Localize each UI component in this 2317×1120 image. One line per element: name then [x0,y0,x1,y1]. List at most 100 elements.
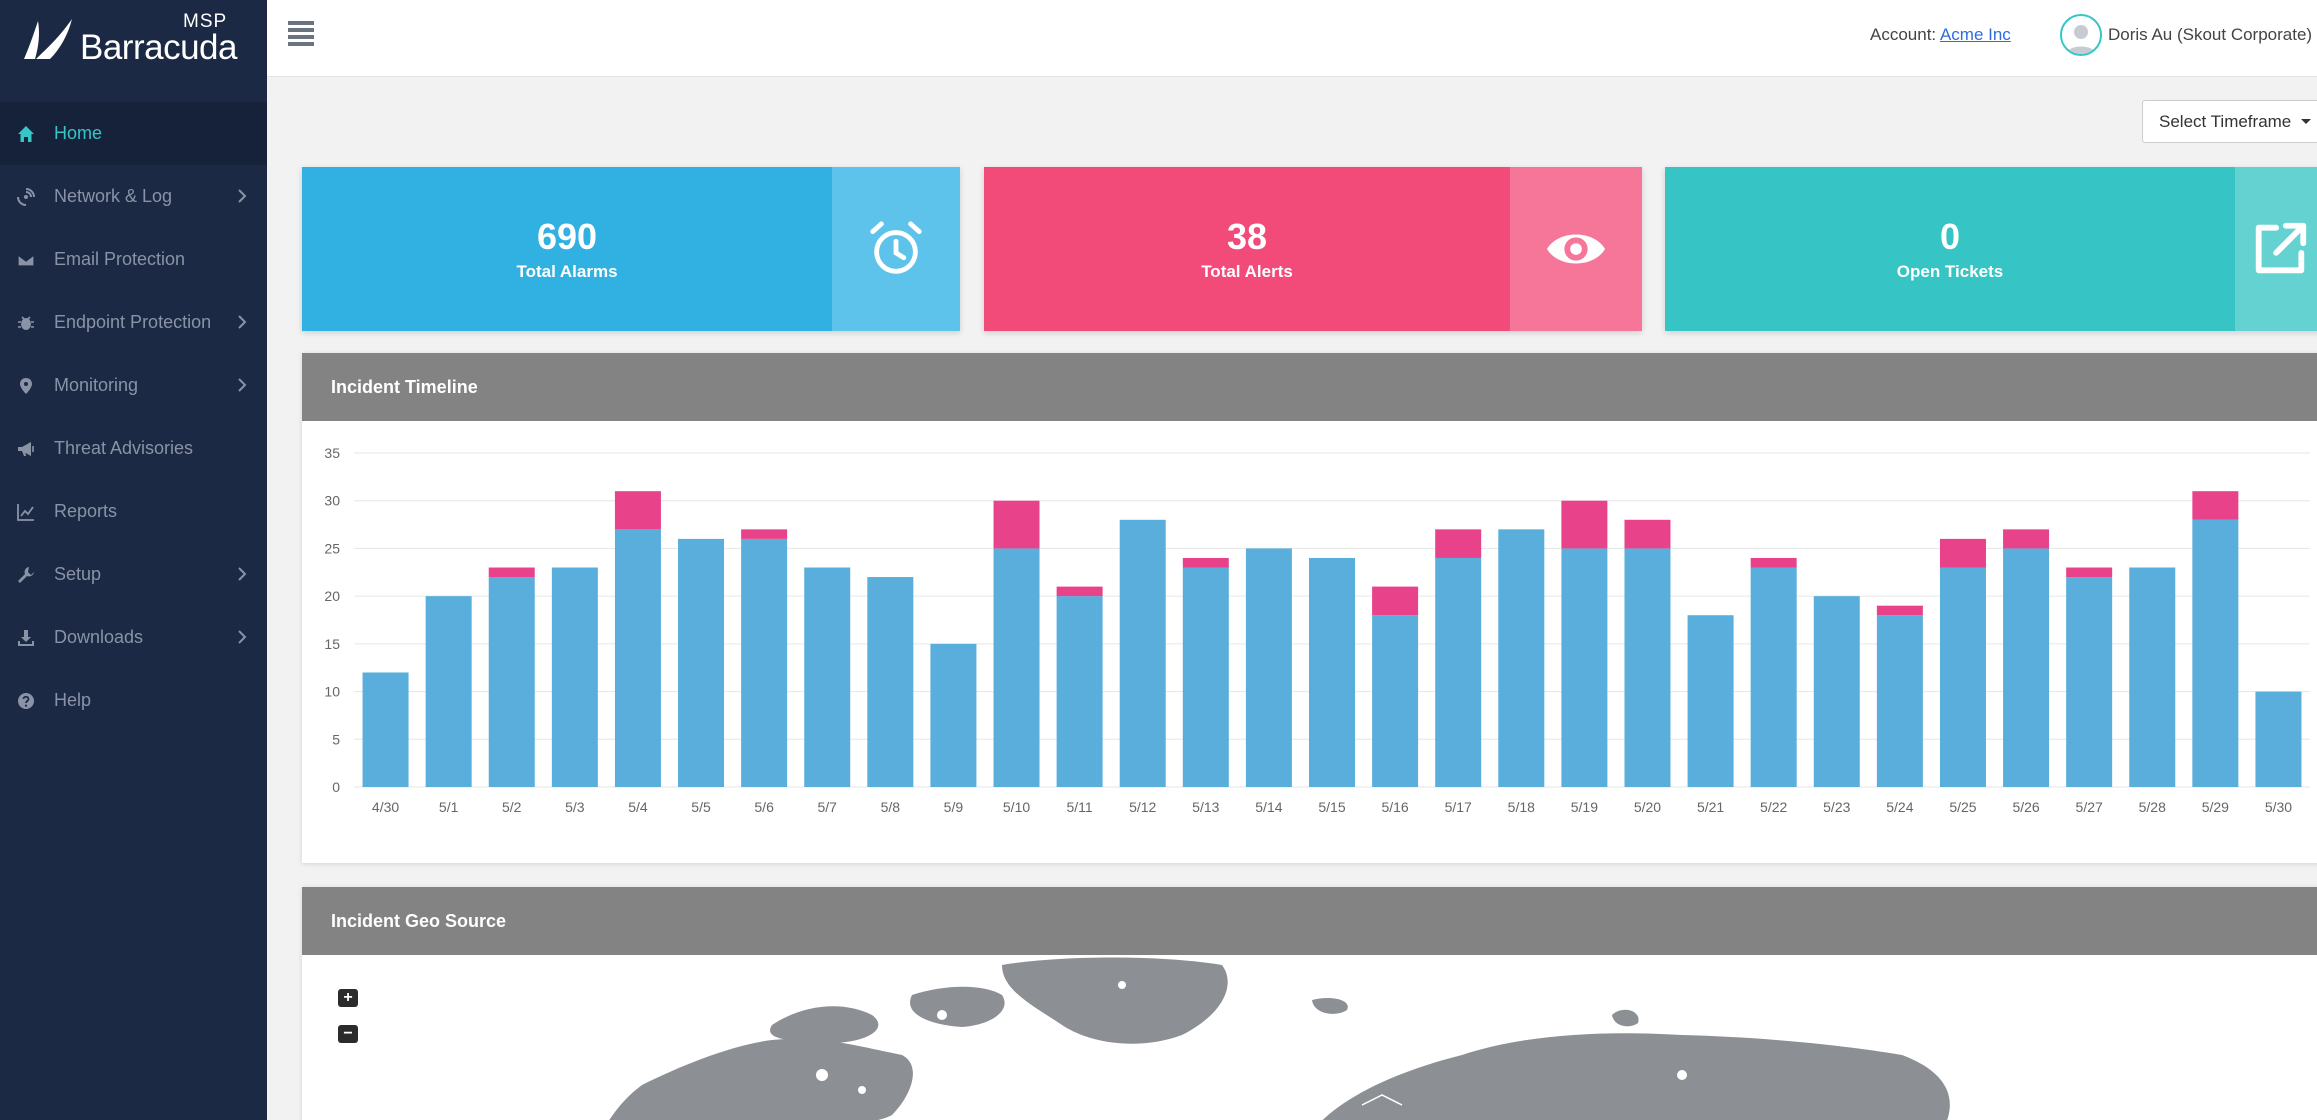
bar-alerts [2192,491,2239,520]
total-alerts-value: 38 [1226,216,1268,257]
x-tick-label: 5/12 [1129,799,1156,815]
bar-alarms [2066,577,2113,787]
sidebar-item-reports[interactable]: Reports [0,480,267,543]
bar-alarms [551,567,598,787]
chevron-right-icon [237,628,247,644]
sidebar-item-email-protection[interactable]: Email Protection [0,228,267,291]
bar-alerts [1056,586,1103,597]
sidebar-item-network-log[interactable]: Network & Log [0,165,267,228]
sidebar-item-endpoint-protection[interactable]: Endpoint Protection [0,291,267,354]
bar-alarms [1372,615,1419,787]
question-icon [16,691,36,711]
y-tick-label: 20 [324,588,340,604]
bar-alarms [488,577,535,787]
bar-alarms [1245,548,1292,787]
user-menu[interactable]: Doris Au (Skout Corporate) [2060,14,2312,56]
incident-timeline-title: Incident Timeline [302,353,2317,421]
x-tick-label: 5/6 [754,799,774,815]
bar-alarms [867,577,914,787]
total-alarms-label: Total Alarms [516,262,618,281]
x-tick-label: 5/9 [944,799,964,815]
bar-alarms [2129,567,2176,787]
x-tick-label: 5/30 [2265,799,2292,815]
bar-alarms [678,538,725,787]
map-zoom-out-button[interactable]: − [338,1025,358,1043]
x-tick-label: 5/3 [565,799,585,815]
bar-alarms [1561,548,1608,787]
map-zoom-in-button[interactable]: + [338,989,358,1007]
y-tick-label: 5 [332,731,340,747]
x-tick-label: 5/15 [1318,799,1345,815]
x-tick-label: 5/11 [1067,799,1093,815]
sidebar-item-home[interactable]: Home [0,102,267,165]
user-silhouette-icon [2067,25,2095,54]
x-tick-label: 4/30 [372,799,399,815]
bar-alarms [1876,615,1923,787]
bar-alarms [1939,567,1986,787]
incident-timeline-panel: Incident Timeline 0 5 10 15 20 25 30 35 4/30 5/1 5… [302,353,2317,863]
x-tick-label: 5/26 [2012,799,2039,815]
total-alerts-card[interactable]: 38 Total Alerts [984,167,1642,331]
y-tick-label: 15 [324,636,340,652]
bar-alerts [488,567,535,578]
world-map[interactable] [302,955,2317,1120]
x-tick-label: 5/22 [1760,799,1787,815]
eye-icon [1546,234,1606,264]
sidebar-item-label: Network & Log [54,186,173,206]
open-tickets-card[interactable]: 0 Open Tickets [1665,167,2317,331]
sidebar: MSP Barracuda Home Network & Log Email Pro… [0,0,267,1120]
sidebar-item-help[interactable]: Help [0,669,267,732]
total-alarms-card[interactable]: 690 Total Alarms [302,167,960,331]
select-timeframe-dropdown[interactable]: Select Timeframe [2142,100,2317,143]
x-tick-label: 5/24 [1886,799,1913,815]
bar-alerts [2066,567,2113,578]
hamburger-menu-icon[interactable] [288,21,314,46]
incident-timeline-chart: 0 5 10 15 20 25 30 35 4/30 5/1 5/2 5/3 5/4 5/5 5/6 5/7 5… [324,445,2310,815]
y-tick-label: 35 [324,445,340,461]
y-tick-label: 25 [324,540,340,556]
bug-icon [16,313,36,333]
bar-alarms [614,529,661,787]
bar-alerts [1435,529,1482,558]
x-tick-label: 5/19 [1571,799,1598,815]
bar-alarms [1750,567,1797,787]
account-label: Account: [1870,25,1937,44]
download-icon [16,628,36,648]
y-tick-label: 30 [324,493,340,509]
x-tick-label: 5/21 [1697,799,1724,815]
sidebar-item-label: Reports [54,501,118,521]
x-tick-label: 5/29 [2202,799,2229,815]
bar-alerts [741,529,788,539]
x-tick-label: 5/1 [439,799,459,815]
bar-alerts [2003,529,2050,549]
user-name: Doris Au (Skout Corporate) [2108,25,2313,44]
sidebar-item-label: Endpoint Protection [54,312,212,332]
bar-alarms [1182,567,1229,787]
megaphone-icon [16,439,36,459]
x-tick-label: 5/25 [1949,799,1976,815]
x-tick-label: 5/13 [1192,799,1219,815]
bar-alerts [614,491,661,530]
envelope-icon [16,250,36,270]
bar-alarms [1309,557,1355,787]
sidebar-item-setup[interactable]: Setup [0,543,267,606]
bar-alerts [1561,500,1608,549]
avatar [2060,14,2102,56]
sidebar-item-threat-advisories[interactable]: Threat Advisories [0,417,267,480]
sidebar-item-label: Monitoring [54,375,139,395]
top-bar: Account: Acme Inc Doris Au (Skout Corpor… [267,0,2317,77]
x-tick-label: 5/7 [817,799,837,815]
barracuda-logo[interactable]: MSP Barracuda [22,10,242,70]
bar-alarms [1813,596,1860,787]
bar-alarms [1435,557,1482,787]
alarm-clock-icon [870,221,922,274]
sidebar-item-downloads[interactable]: Downloads [0,606,267,669]
chevron-right-icon [237,565,247,581]
line-chart-icon [16,502,36,522]
sidebar-item-monitoring[interactable]: Monitoring [0,354,267,417]
y-tick-label: 10 [324,684,340,700]
x-tick-label: 5/27 [2076,799,2103,815]
account-link[interactable]: Acme Inc [1939,25,2011,44]
bar-alerts [1876,605,1923,616]
bar-alerts [1372,586,1419,616]
